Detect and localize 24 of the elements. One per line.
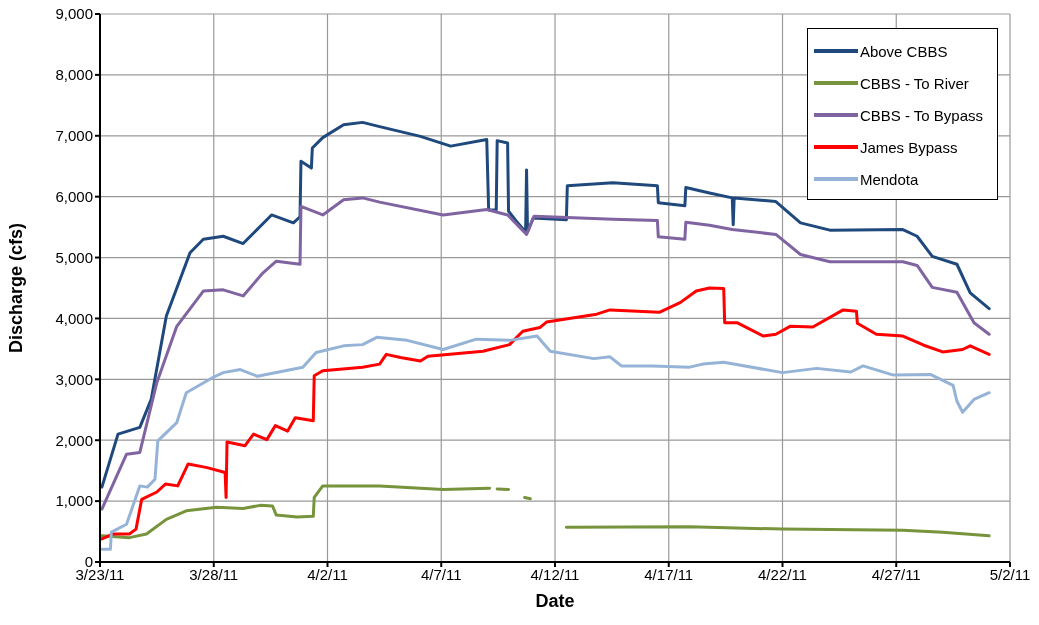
y-tick-label: 8,000 [55, 66, 93, 84]
y-tick-label: 9,000 [55, 5, 93, 23]
x-axis-title: Date [535, 590, 575, 611]
y-axis-title: Discharge (cfs) [6, 222, 27, 354]
x-tick-label: 3/28/11 [189, 565, 239, 583]
y-tick-label: 5,000 [55, 248, 93, 266]
x-tick-label: 4/22/11 [758, 565, 807, 583]
x-tick-label: 4/7/11 [420, 565, 462, 583]
legend-label: James Bypass [859, 138, 958, 156]
y-tick-label: 7,000 [55, 127, 93, 145]
y-tick-label: 1,000 [55, 492, 93, 510]
x-tick-label: 5/2/11 [989, 565, 1031, 583]
legend-label: CBBS - To Bypass [859, 106, 983, 124]
x-tick-label: 4/27/11 [871, 565, 921, 583]
legend-label: CBBS - To River [859, 74, 969, 92]
x-tick-label: 4/17/11 [644, 565, 694, 583]
y-tick-label: 6,000 [55, 187, 93, 205]
x-tick-label: 4/2/11 [307, 565, 348, 583]
x-tick-label: 4/12/11 [530, 565, 580, 583]
y-tick-label: 4,000 [55, 309, 93, 327]
y-tick-label: 3,000 [55, 370, 93, 388]
legend-label: Above CBBS [859, 42, 948, 60]
y-tick-label: 2,000 [55, 431, 93, 449]
legend-label: Mendota [859, 170, 919, 188]
